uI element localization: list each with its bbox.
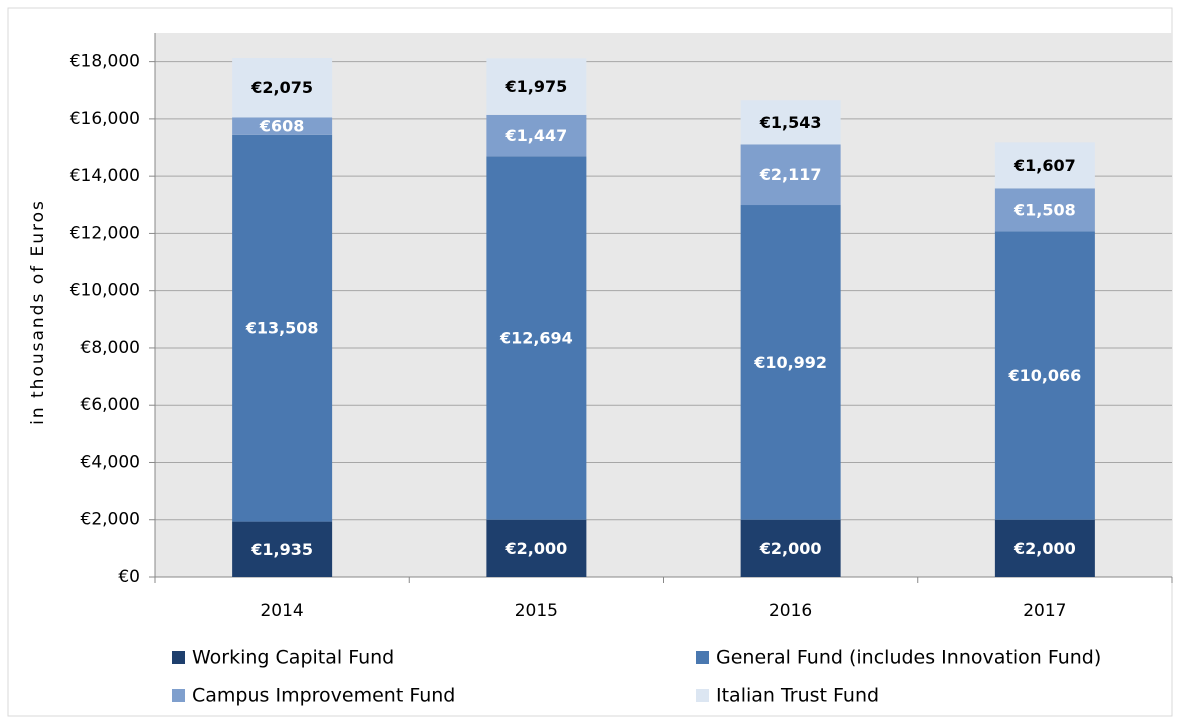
value-label: €2,000 xyxy=(505,539,568,558)
y-tick-label: €18,000 xyxy=(70,52,140,72)
value-label: €1,975 xyxy=(505,77,568,96)
y-tick-label: €0 xyxy=(118,567,140,587)
value-label: €1,935 xyxy=(250,540,313,559)
value-label: €1,508 xyxy=(1013,200,1076,219)
legend-swatch xyxy=(696,689,709,702)
x-tick-label: 2015 xyxy=(515,601,558,621)
value-label: €2,075 xyxy=(250,78,313,97)
bar-segment xyxy=(232,521,333,577)
y-tick-label: €10,000 xyxy=(70,281,140,301)
bar-segment xyxy=(994,188,1095,232)
value-label: €2,000 xyxy=(1013,539,1076,558)
y-tick-label: €14,000 xyxy=(70,166,140,186)
y-tick-label: €6,000 xyxy=(81,395,140,415)
value-label: €1,447 xyxy=(505,126,568,145)
legend-label: Working Capital Fund xyxy=(192,647,394,669)
value-label: €13,508 xyxy=(245,319,319,338)
y-axis-label: in thousands of Euros xyxy=(28,199,48,425)
value-label: €608 xyxy=(259,117,305,136)
bar-segment xyxy=(994,231,1095,520)
x-tick-label: 2017 xyxy=(1023,601,1066,621)
value-label: €1,543 xyxy=(759,113,822,132)
value-label: €2,000 xyxy=(759,539,822,558)
value-label: €12,694 xyxy=(499,329,573,348)
bar-segment xyxy=(232,134,333,522)
legend-swatch xyxy=(172,689,185,702)
legend-label: Italian Trust Fund xyxy=(716,685,879,707)
y-tick-label: €16,000 xyxy=(70,109,140,129)
bar-segment xyxy=(232,58,333,118)
legend-swatch xyxy=(696,651,709,664)
x-tick-label: 2016 xyxy=(769,601,812,621)
bar-segment xyxy=(740,519,841,577)
legend-swatch xyxy=(172,651,185,664)
bar-segment xyxy=(994,519,1095,577)
y-tick-label: €8,000 xyxy=(81,338,140,358)
bar-segment xyxy=(486,114,587,157)
value-label: €1,607 xyxy=(1013,156,1076,175)
value-label: €10,992 xyxy=(753,353,827,372)
bar-segment xyxy=(740,205,841,520)
bar-segment xyxy=(486,58,587,115)
bar-segment xyxy=(740,100,841,145)
y-tick-label: €12,000 xyxy=(70,223,140,243)
bar-segment xyxy=(232,117,333,135)
y-tick-label: €4,000 xyxy=(81,452,140,472)
bar-segment xyxy=(994,142,1095,189)
legend-label: General Fund (includes Innovation Fund) xyxy=(716,647,1101,669)
legend-label: Campus Improvement Fund xyxy=(192,685,455,707)
value-label: €2,117 xyxy=(759,165,822,184)
value-label: €10,066 xyxy=(1007,366,1081,385)
x-tick-label: 2014 xyxy=(260,601,303,621)
bar-segment xyxy=(486,519,587,577)
bar-segment xyxy=(486,156,587,520)
bar-segment xyxy=(740,144,841,206)
y-tick-label: €2,000 xyxy=(81,510,140,530)
